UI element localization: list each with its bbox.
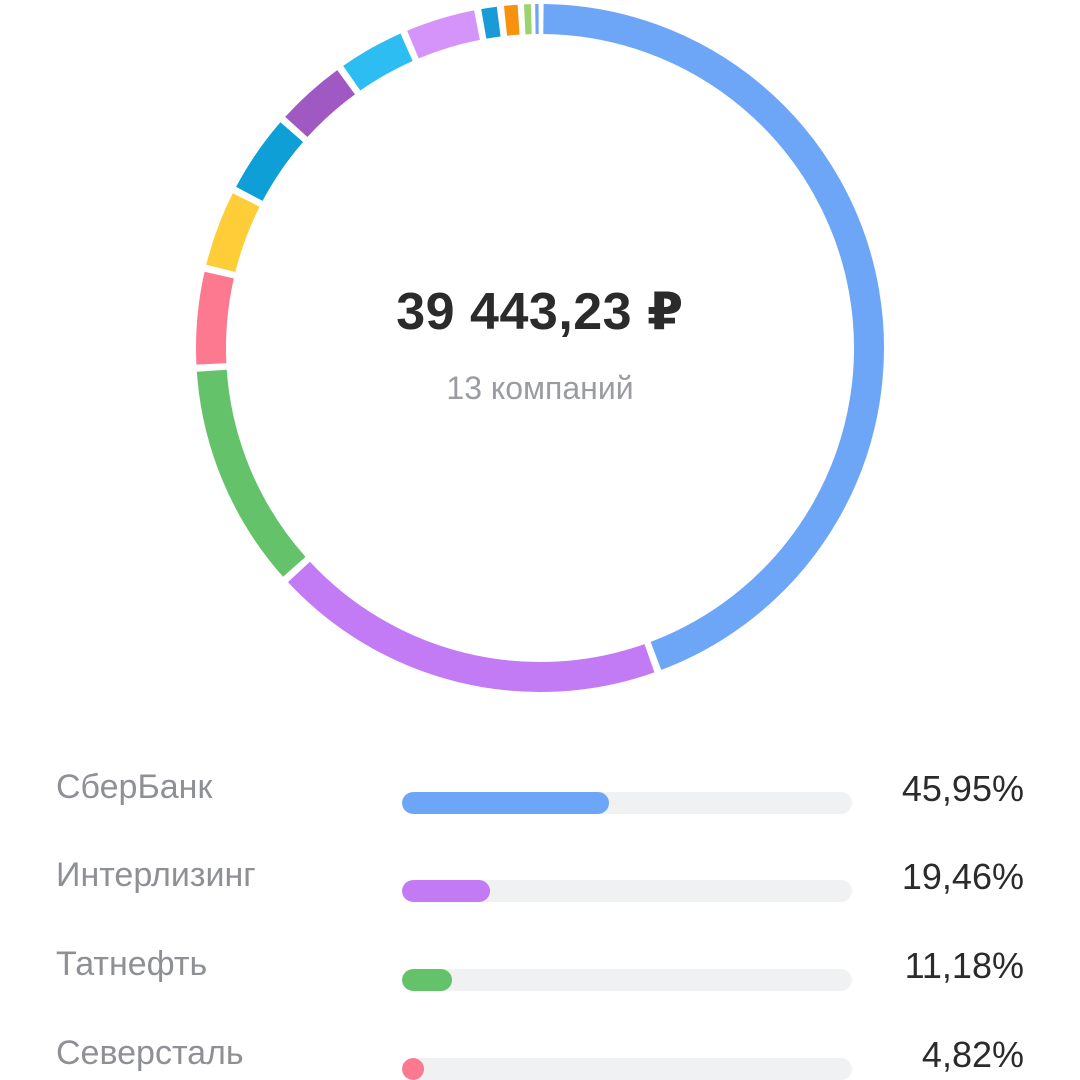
donut-slice[interactable] [196, 271, 234, 365]
donut-slice[interactable] [543, 4, 884, 670]
legend-company-name: Интерлизинг [56, 856, 256, 894]
donut-slice[interactable] [343, 33, 413, 91]
legend-bar-fill [402, 792, 609, 814]
legend-row[interactable]: Северсталь 4,82% [0, 1026, 1080, 1080]
legend-percent: 19,46% [901, 856, 1024, 897]
legend-bar-fill [402, 880, 490, 902]
legend-bar-track [402, 792, 852, 814]
donut-slice[interactable] [236, 122, 304, 202]
legend-bar-fill [402, 1058, 424, 1080]
legend-company-name: Татнефть [56, 945, 208, 983]
legend-company-name: Северсталь [56, 1034, 244, 1072]
legend-bar-track [402, 1058, 852, 1080]
legend-percent: 45,95% [901, 768, 1024, 809]
donut-slice[interactable] [285, 70, 356, 138]
donut-slice[interactable] [481, 6, 501, 39]
portfolio-total: 39 443,23 ₽ [396, 283, 684, 341]
donut-slice[interactable] [287, 561, 655, 692]
donut-slice[interactable] [407, 10, 481, 59]
legend-row[interactable]: СберБанк 45,95% [0, 760, 1080, 820]
donut-chart: 39 443,23 ₽ 13 компаний [196, 4, 884, 692]
donut-slice[interactable] [206, 193, 260, 273]
donut-slice[interactable] [196, 369, 306, 577]
legend-bar-fill [402, 969, 453, 991]
legend-bar-track [402, 880, 852, 902]
company-count: 13 компаний [446, 370, 634, 406]
legend-percent: 11,18% [904, 945, 1024, 986]
legend-percent: 4,82% [921, 1034, 1024, 1075]
legend-row[interactable]: Татнефть 11,18% [0, 937, 1080, 997]
donut-slice[interactable] [503, 4, 520, 36]
legend-bar-track [402, 969, 852, 991]
legend-row[interactable]: Интерлизинг 19,46% [0, 848, 1080, 908]
legend-company-name: СберБанк [56, 768, 213, 806]
donut-chart-svg [196, 4, 884, 692]
